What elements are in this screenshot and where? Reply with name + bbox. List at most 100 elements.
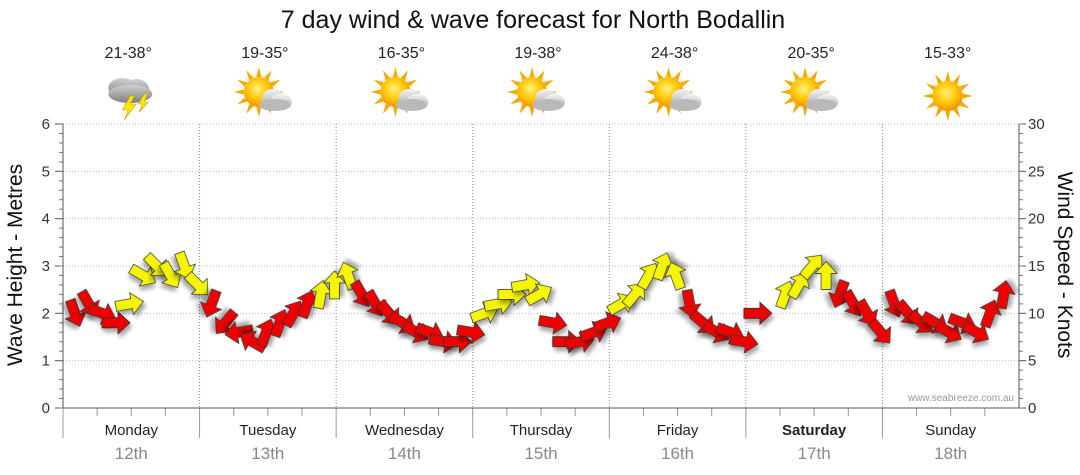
sun-ray — [370, 89, 381, 95]
wind-arrow-41 — [621, 283, 646, 309]
wind-arrow-10 — [199, 288, 223, 318]
sun-ray — [537, 70, 545, 81]
sun-ray — [783, 79, 794, 87]
cloud-part — [395, 99, 428, 111]
sun-ray — [656, 103, 664, 114]
day-labels: Monday 12th Tuesday 13th Wednesday 14th Thursd… — [105, 422, 977, 463]
sun-ray — [256, 67, 262, 77]
lightning-bolt — [137, 93, 149, 113]
day-date: 18th — [934, 444, 967, 463]
sun-ray — [407, 79, 418, 87]
sun-ray — [953, 74, 961, 85]
sun-ray — [246, 70, 254, 81]
sun-ray — [783, 97, 794, 105]
sun-icon — [922, 71, 973, 121]
wind-arrow-35 — [537, 311, 568, 335]
cloud-part — [532, 99, 564, 111]
day-date: 17th — [798, 444, 831, 463]
sun-ray — [792, 70, 800, 81]
sun-ray — [643, 89, 654, 95]
right-tick-label: 15 — [1028, 258, 1045, 275]
sun-ray — [792, 103, 800, 114]
sun-ray — [519, 103, 527, 114]
axes: 0 1 2 3 4 5 6 0 5 10 15 20 25 30 — [42, 116, 1045, 438]
sun-ray — [256, 107, 262, 117]
sun-ray — [922, 93, 933, 99]
day-date: 16th — [661, 444, 694, 463]
wind-arrow-12 — [224, 320, 255, 345]
left-axis-label: Wave Height - Metres — [4, 164, 27, 366]
day-temp-range: 24-38° — [651, 45, 698, 62]
cloud-part — [258, 99, 291, 111]
wind-arrow-9 — [183, 270, 209, 296]
sun-ray — [935, 74, 943, 85]
wind-arrow-50 — [743, 301, 773, 326]
day-name: Thursday — [510, 422, 573, 439]
sun-ray — [935, 107, 943, 118]
wind-arrow-3 — [101, 310, 131, 335]
sun-ray — [400, 70, 408, 81]
sun-ray — [646, 79, 657, 87]
day-temp-range: 19-35° — [241, 45, 288, 62]
wind-arrow-52 — [786, 272, 810, 301]
day-date: 13th — [251, 444, 284, 463]
day-temp-range: 19-38° — [514, 45, 561, 62]
wind-arrow-29 — [455, 320, 486, 345]
wind-arrow-57 — [855, 298, 879, 326]
sun-ray — [519, 70, 527, 81]
day-date: 14th — [388, 444, 421, 463]
right-tick-label: 20 — [1028, 211, 1045, 228]
right-tick-label: 25 — [1028, 163, 1045, 180]
wind-arrows — [64, 250, 1016, 354]
right-tick-label: 10 — [1028, 305, 1045, 322]
sun-ray — [666, 107, 672, 117]
right-tick-label: 30 — [1028, 116, 1045, 133]
sun-ray — [246, 103, 254, 114]
day-temp-range: 16-35° — [378, 45, 425, 62]
sun-ray — [382, 70, 391, 81]
sun-rays — [922, 71, 973, 121]
left-tick-label: 2 — [42, 305, 50, 322]
sun-ray — [392, 107, 398, 117]
sun-ray — [529, 107, 535, 117]
sun-ray — [237, 97, 248, 105]
credit-text: www.seabreeze.com.au — [907, 393, 1014, 404]
wind-arrow-34 — [524, 283, 552, 307]
sun-cloud-icon — [233, 67, 292, 117]
sun-rays — [780, 67, 831, 117]
sun-ray — [510, 79, 521, 87]
right-tick-label: 5 — [1028, 353, 1036, 370]
wind-arrow-66 — [979, 299, 1002, 329]
sun-ray — [270, 79, 281, 87]
sun-ray — [962, 93, 973, 99]
wind-arrow-19 — [322, 270, 347, 300]
wind-arrow-6 — [142, 251, 168, 277]
wind-arrow-44 — [664, 261, 687, 291]
sun-ray — [543, 79, 554, 87]
sun-cloud-icon — [643, 67, 702, 117]
lightning-bolt — [121, 95, 137, 121]
right-axis-label: Wind Speed - Knots — [1053, 172, 1076, 359]
sun-disc — [932, 81, 963, 111]
sun-ray — [233, 89, 244, 95]
left-tick-label: 4 — [42, 211, 50, 228]
sun-ray — [680, 79, 691, 87]
right-tick-label: 0 — [1028, 400, 1036, 417]
day-name: Wednesday — [365, 422, 444, 439]
sun-ray — [780, 89, 791, 95]
sun-ray — [945, 111, 951, 121]
sun-ray — [510, 97, 521, 105]
left-tick-label: 5 — [42, 163, 50, 180]
sun-ray — [959, 101, 970, 109]
sun-ray — [373, 97, 384, 105]
sun-ray — [666, 67, 672, 77]
sun-cloud-icon — [507, 67, 565, 117]
wind-arrow-4 — [114, 291, 144, 316]
sun-cloud-icon — [370, 67, 429, 117]
wind-arrow-58 — [867, 317, 891, 344]
wind-arrow-8 — [173, 250, 197, 280]
cloud-part — [668, 99, 701, 111]
day-date: 15th — [524, 444, 557, 463]
cloud-part — [805, 99, 838, 111]
